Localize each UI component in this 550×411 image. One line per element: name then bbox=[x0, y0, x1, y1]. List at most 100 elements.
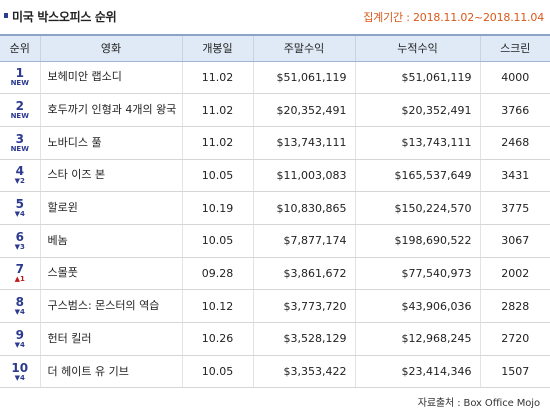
rank-change-badge: ▼3 bbox=[14, 242, 25, 251]
rank-number: 1 bbox=[15, 66, 24, 81]
table-row: 1 NEW 보헤미안 랩소디 11.02 $51,061,119 $51,061,119 4… bbox=[0, 61, 550, 95]
movie-title: 스몰풋 bbox=[39, 257, 182, 291]
rank-number: 4 bbox=[15, 164, 24, 179]
rank-cell: 2 NEW bbox=[0, 93, 40, 127]
data-source: 자료출처 : Box Office Mojo bbox=[417, 398, 540, 409]
rank-number: 2 bbox=[15, 99, 24, 114]
total-gross: $51,061,119 bbox=[354, 61, 480, 95]
movie-title: 헌터 킬러 bbox=[39, 322, 182, 356]
release-date: 10.19 bbox=[181, 191, 253, 225]
release-date: 11.02 bbox=[181, 93, 253, 127]
title-bullet bbox=[4, 13, 8, 18]
weekend-gross: $20,352,491 bbox=[252, 93, 355, 127]
aggregation-period: 집계기간 : 2018.11.02~2018.11.04 bbox=[363, 11, 544, 24]
column-header-total: 누적수익 bbox=[354, 34, 480, 62]
screen-count: 4000 bbox=[479, 61, 550, 95]
movie-title: 노바디스 풀 bbox=[39, 126, 182, 160]
release-date: 11.02 bbox=[181, 61, 253, 95]
weekend-gross: $51,061,119 bbox=[252, 61, 355, 95]
weekend-gross: $11,003,083 bbox=[252, 159, 355, 193]
rank-number: 3 bbox=[15, 131, 24, 146]
rank-number: 5 bbox=[15, 197, 24, 212]
total-gross: $43,906,036 bbox=[354, 289, 480, 323]
screen-count: 2002 bbox=[479, 257, 550, 291]
rank-number: 6 bbox=[15, 229, 24, 244]
screen-count: 1507 bbox=[479, 355, 550, 389]
column-header-movie: 영화 bbox=[39, 34, 182, 62]
rank-change-badge: ▲1 bbox=[14, 275, 25, 284]
rank-cell: 6 ▼3 bbox=[0, 224, 40, 258]
total-gross: $13,743,111 bbox=[354, 126, 480, 160]
movie-title: 더 헤이트 유 기브 bbox=[39, 355, 182, 389]
rank-cell: 7 ▲1 bbox=[0, 257, 40, 291]
rank-cell: 10 ▼4 bbox=[0, 355, 40, 389]
movie-title: 할로윈 bbox=[39, 191, 182, 225]
table-row: 4 ▼2 스타 이즈 본 10.05 $11,003,083 $165,537,649 34… bbox=[0, 159, 550, 193]
weekend-gross: $3,861,672 bbox=[252, 257, 355, 291]
total-gross: $23,414,346 bbox=[354, 355, 480, 389]
rank-change-badge: NEW bbox=[10, 144, 29, 153]
rank-cell: 3 NEW bbox=[0, 126, 40, 160]
column-header-rank: 순위 bbox=[0, 34, 40, 62]
column-header-release: 개봉일 bbox=[181, 34, 253, 62]
movie-title: 스타 이즈 본 bbox=[39, 159, 182, 193]
page-header: 미국 박스오피스 순위 집계기간 : 2018.11.02~2018.11.04 bbox=[0, 0, 550, 34]
movie-title: 호두까기 인형과 4개의 왕국 bbox=[39, 93, 182, 127]
rank-change-badge: ▼4 bbox=[14, 308, 25, 317]
release-date: 09.28 bbox=[181, 257, 253, 291]
screen-count: 2828 bbox=[479, 289, 550, 323]
column-header-screens: 스크린 bbox=[479, 34, 550, 62]
weekend-gross: $3,353,422 bbox=[252, 355, 355, 389]
rank-change-badge: ▼4 bbox=[14, 340, 25, 349]
screen-count: 2720 bbox=[479, 322, 550, 356]
weekend-gross: $10,830,865 bbox=[252, 191, 355, 225]
weekend-gross: $7,877,174 bbox=[252, 224, 355, 258]
rank-number: 10 bbox=[11, 360, 29, 375]
table-row: 8 ▼4 구스범스: 몬스터의 역습 10.12 $3,773,720 $43,906,0… bbox=[0, 289, 550, 323]
table-row: 6 ▼3 베놈 10.05 $7,877,174 $198,690,522 3067 bbox=[0, 224, 550, 258]
rank-change-badge: NEW bbox=[10, 112, 29, 121]
movie-title: 베놈 bbox=[39, 224, 182, 258]
rank-cell: 9 ▼4 bbox=[0, 322, 40, 356]
screen-count: 3766 bbox=[479, 93, 550, 127]
column-header-weekend: 주말수익 bbox=[252, 34, 355, 62]
box-office-table: 순위 영화 개봉일 주말수익 누적수익 스크린 1 NEW 보헤미안 랩소디 11.0… bbox=[0, 34, 550, 389]
release-date: 10.05 bbox=[181, 355, 253, 389]
screen-count: 2468 bbox=[479, 126, 550, 160]
movie-title: 보헤미안 랩소디 bbox=[39, 61, 182, 95]
rank-cell: 4 ▼2 bbox=[0, 159, 40, 193]
total-gross: $198,690,522 bbox=[354, 224, 480, 258]
rank-change-badge: ▼4 bbox=[14, 210, 25, 219]
table-row: 9 ▼4 헌터 킬러 10.26 $3,528,129 $12,968,245 2720 bbox=[0, 322, 550, 356]
release-date: 10.05 bbox=[181, 159, 253, 193]
rank-cell: 1 NEW bbox=[0, 61, 40, 95]
rank-change-badge: ▼4 bbox=[14, 373, 25, 382]
rank-number: 7 bbox=[15, 262, 24, 277]
table-header-row: 순위 영화 개봉일 주말수익 누적수익 스크린 bbox=[0, 34, 550, 62]
release-date: 11.02 bbox=[181, 126, 253, 160]
total-gross: $150,224,570 bbox=[354, 191, 480, 225]
rank-change-badge: NEW bbox=[10, 79, 29, 88]
table-row: 3 NEW 노바디스 풀 11.02 $13,743,111 $13,743,111 246… bbox=[0, 126, 550, 160]
weekend-gross: $3,528,129 bbox=[252, 322, 355, 356]
rank-change-badge: ▼2 bbox=[14, 177, 25, 186]
rank-number: 9 bbox=[15, 327, 24, 342]
screen-count: 3431 bbox=[479, 159, 550, 193]
weekend-gross: $3,773,720 bbox=[252, 289, 355, 323]
screen-count: 3775 bbox=[479, 191, 550, 225]
table-row: 5 ▼4 할로윈 10.19 $10,830,865 $150,224,570 3775 bbox=[0, 191, 550, 225]
release-date: 10.26 bbox=[181, 322, 253, 356]
table-row: 2 NEW 호두까기 인형과 4개의 왕국 11.02 $20,352,491 $20,3… bbox=[0, 93, 550, 127]
total-gross: $165,537,649 bbox=[354, 159, 480, 193]
table-row: 7 ▲1 스몰풋 09.28 $3,861,672 $77,540,973 2002 bbox=[0, 257, 550, 291]
total-gross: $20,352,491 bbox=[354, 93, 480, 127]
screen-count: 3067 bbox=[479, 224, 550, 258]
page-title: 미국 박스오피스 순위 bbox=[12, 10, 117, 24]
total-gross: $77,540,973 bbox=[354, 257, 480, 291]
rank-cell: 8 ▼4 bbox=[0, 289, 40, 323]
rank-cell: 5 ▼4 bbox=[0, 191, 40, 225]
rank-number: 8 bbox=[15, 295, 24, 310]
movie-title: 구스범스: 몬스터의 역습 bbox=[39, 289, 182, 323]
release-date: 10.05 bbox=[181, 224, 253, 258]
table-row: 10 ▼4 더 헤이트 유 기브 10.05 $3,353,422 $23,414,346… bbox=[0, 355, 550, 389]
